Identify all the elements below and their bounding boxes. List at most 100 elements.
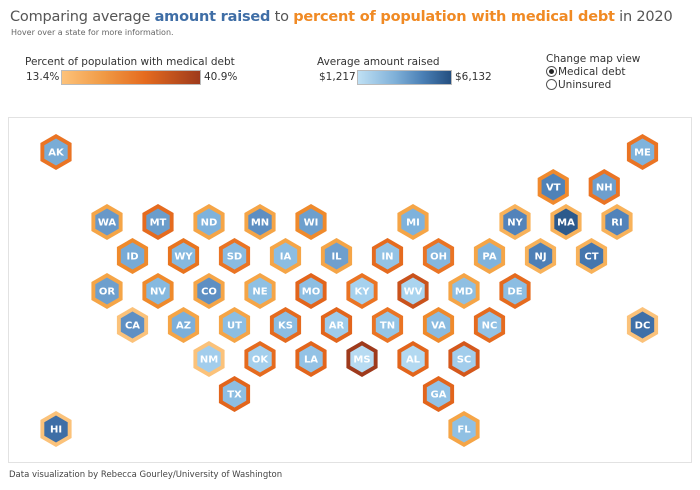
state-hex-ri[interactable]: RI [601,204,633,240]
state-fill[interactable] [95,277,119,305]
state-fill[interactable] [375,242,400,270]
state-hex-dc[interactable]: DC [626,307,659,343]
state-fill[interactable] [503,277,527,305]
state-fill[interactable] [401,208,425,236]
radio-unselected-icon[interactable] [546,79,557,90]
state-hex-me[interactable]: ME [626,134,659,170]
state-hex-nv[interactable]: NV [142,273,174,309]
state-hex-sd[interactable]: SD [218,238,251,274]
state-fill[interactable] [324,311,349,339]
state-hex-ct[interactable]: CT [575,238,608,274]
state-fill[interactable] [248,277,272,305]
state-hex-sc[interactable]: SC [448,341,480,377]
state-fill[interactable] [299,208,323,236]
state-fill[interactable] [350,345,374,373]
state-fill[interactable] [120,311,145,339]
state-hex-wv[interactable]: WV [397,273,429,309]
state-fill[interactable] [44,415,68,443]
state-hex-in[interactable]: IN [371,238,404,274]
state-hex-va[interactable]: VA [422,307,455,343]
state-fill[interactable] [350,277,374,305]
state-hex-ny[interactable]: NY [499,204,531,240]
state-hex-az[interactable]: AZ [167,307,200,343]
state-hex-nh[interactable]: NH [588,169,620,205]
state-hex-wi[interactable]: WI [295,204,327,240]
radio-uninsured[interactable]: Uninsured [546,78,640,91]
state-hex-ks[interactable]: KS [269,307,302,343]
state-fill[interactable] [299,277,323,305]
state-hex-ms[interactable]: MS [346,341,378,377]
state-fill[interactable] [273,311,298,339]
state-hex-la[interactable]: LA [295,341,327,377]
state-fill[interactable] [197,208,221,236]
state-fill[interactable] [541,173,565,201]
state-fill[interactable] [171,311,196,339]
state-hex-de[interactable]: DE [499,273,531,309]
state-fill[interactable] [324,242,349,270]
state-hex-ok[interactable]: OK [244,341,276,377]
state-fill[interactable] [44,138,68,166]
state-hex-ar[interactable]: AR [320,307,353,343]
state-hex-nj[interactable]: NJ [524,238,557,274]
state-hex-ia[interactable]: IA [269,238,302,274]
state-hex-wa[interactable]: WA [91,204,123,240]
state-fill[interactable] [273,242,298,270]
state-fill[interactable] [120,242,145,270]
state-hex-tn[interactable]: TN [371,307,404,343]
state-fill[interactable] [222,242,247,270]
state-hex-ne[interactable]: NE [244,273,276,309]
state-hex-vt[interactable]: VT [537,169,569,205]
state-fill[interactable] [95,208,119,236]
state-fill[interactable] [426,380,451,408]
state-hex-ma[interactable]: MA [550,204,582,240]
state-hex-ga[interactable]: GA [422,376,455,412]
state-fill[interactable] [554,208,578,236]
state-hex-nm[interactable]: NM [193,341,225,377]
state-fill[interactable] [426,242,451,270]
state-hex-hi[interactable]: HI [40,411,72,447]
state-fill[interactable] [375,311,400,339]
state-hex-ut[interactable]: UT [218,307,251,343]
state-fill[interactable] [477,242,502,270]
state-hex-oh[interactable]: OH [422,238,455,274]
state-hex-mt[interactable]: MT [142,204,174,240]
state-fill[interactable] [222,311,247,339]
state-fill[interactable] [299,345,323,373]
state-fill[interactable] [171,242,196,270]
state-fill[interactable] [528,242,553,270]
state-hex-il[interactable]: IL [320,238,353,274]
state-hex-ak[interactable]: AK [40,134,72,170]
state-hex-mo[interactable]: MO [295,273,327,309]
state-hex-nc[interactable]: NC [473,307,506,343]
state-hex-ky[interactable]: KY [346,273,378,309]
state-hex-pa[interactable]: PA [473,238,506,274]
state-hex-co[interactable]: CO [193,273,225,309]
state-hex-ca[interactable]: CA [116,307,149,343]
state-hex-wy[interactable]: WY [167,238,200,274]
state-hex-mi[interactable]: MI [397,204,429,240]
state-fill[interactable] [197,345,221,373]
state-hex-al[interactable]: AL [397,341,429,377]
state-fill[interactable] [630,311,655,339]
state-hex-nd[interactable]: ND [193,204,225,240]
state-fill[interactable] [452,415,476,443]
state-fill[interactable] [477,311,502,339]
state-fill[interactable] [503,208,527,236]
state-fill[interactable] [452,345,476,373]
state-fill[interactable] [579,242,604,270]
state-fill[interactable] [630,138,655,166]
state-fill[interactable] [426,311,451,339]
radio-medical-debt[interactable]: Medical debt [546,65,640,78]
state-fill[interactable] [146,208,170,236]
state-hex-fl[interactable]: FL [448,411,480,447]
radio-selected-icon[interactable] [546,66,557,77]
state-fill[interactable] [197,277,221,305]
state-fill[interactable] [146,277,170,305]
state-fill[interactable] [401,345,425,373]
state-fill[interactable] [248,345,272,373]
state-fill[interactable] [401,277,425,305]
state-hex-md[interactable]: MD [448,273,480,309]
state-fill[interactable] [222,380,247,408]
state-fill[interactable] [592,173,616,201]
state-hex-tx[interactable]: TX [218,376,251,412]
